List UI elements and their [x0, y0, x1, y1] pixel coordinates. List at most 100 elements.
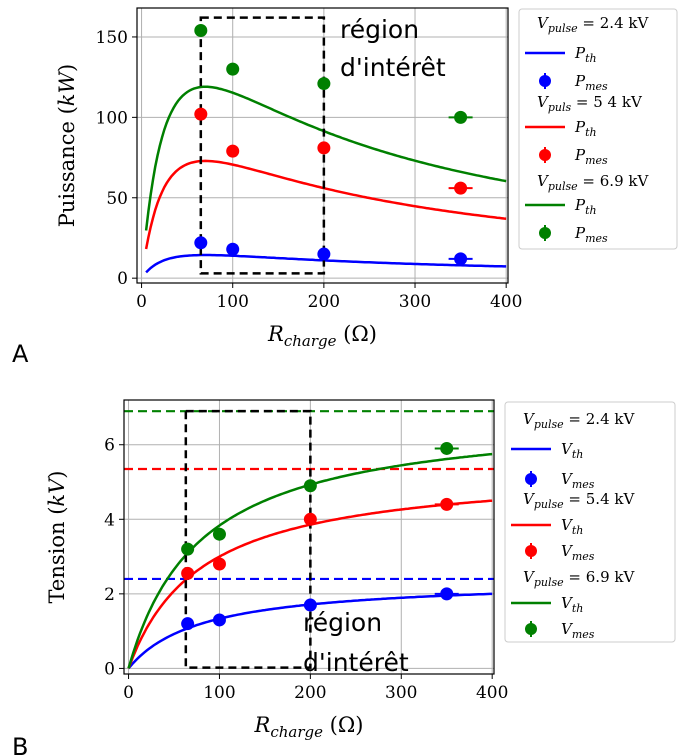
- legend-label-sub: mes: [572, 478, 595, 491]
- theory-curve: [145, 253, 507, 274]
- legend-title-sub: puls: [548, 101, 572, 114]
- annotation-line-1: région: [303, 608, 382, 637]
- plot-content: [144, 16, 507, 275]
- legend-title-main: V: [537, 172, 550, 190]
- y-axis-label-main: Puissance (: [55, 106, 79, 227]
- legend-label-main: V: [561, 594, 574, 612]
- x-axis-label-main: R: [267, 322, 284, 346]
- legend-label-measured: Vmes: [561, 620, 595, 641]
- panel-label: A: [12, 340, 29, 368]
- legend-title: Vpulse = 5.4 kV: [523, 490, 635, 511]
- legend-label-sub: mes: [572, 550, 595, 563]
- annotation-line-1: région: [340, 15, 419, 44]
- x-tick-label: 0: [123, 683, 134, 703]
- legend-label-main: V: [561, 470, 574, 488]
- axes-frame: [123, 399, 495, 675]
- legend-label-sub: th: [572, 524, 584, 537]
- y-tick-label: 150: [96, 28, 128, 48]
- y-axis-label-unit: kW: [55, 70, 79, 107]
- annotation-line-2: d'intérêt: [303, 648, 409, 677]
- legend-title-rest: = 6.9 kV: [564, 568, 636, 586]
- data-point: [454, 252, 468, 266]
- x-axis-label-unit: (Ω): [336, 322, 376, 346]
- axes-frame: [136, 7, 509, 284]
- y-tick-label: 4: [104, 510, 115, 530]
- legend-marker-swatch: [539, 75, 551, 87]
- x-tick-label: 300: [385, 683, 417, 703]
- legend-marker-swatch: [525, 623, 537, 635]
- legend-marker-swatch: [539, 227, 551, 239]
- data-point: [194, 236, 208, 250]
- y-axis-label-close: ): [45, 471, 69, 479]
- legend-label-theory: Vth: [561, 594, 583, 615]
- legend-title-sub: pulse: [548, 22, 578, 35]
- chart-A: 0 100 200 300 400 0 50 100 150 Rcharge (Ω) Puissan…: [12, 7, 678, 368]
- legend-title-sub: pulse: [534, 576, 564, 589]
- legend-label-measured: Pmes: [574, 224, 608, 245]
- legend-title: Vpuls = 5 4 kV: [537, 93, 643, 114]
- data-point: [181, 566, 195, 580]
- data-point: [303, 512, 317, 526]
- legend-label-sub: th: [585, 204, 597, 217]
- legend-label-sub: th: [572, 448, 584, 461]
- legend-title-sub: pulse: [548, 180, 578, 193]
- legend-title-rest: = 6.9 kV: [578, 172, 650, 190]
- theory-curve: [144, 85, 507, 231]
- legend-label-sub: th: [572, 602, 584, 615]
- legend-title-main: V: [523, 410, 536, 428]
- data-point: [181, 617, 195, 631]
- data-point: [212, 527, 226, 541]
- x-tick-label: 300: [399, 292, 431, 312]
- data-point: [194, 24, 208, 38]
- legend-label-measured: Pmes: [574, 146, 608, 167]
- data-point: [212, 557, 226, 571]
- x-axis-label-unit: (Ω): [323, 713, 363, 737]
- legend-label-main: P: [574, 44, 586, 62]
- data-point: [194, 107, 208, 121]
- data-point: [226, 62, 240, 76]
- legend-title-rest: = 5.4 kV: [564, 490, 636, 508]
- x-tick-label: 200: [308, 292, 340, 312]
- data-point: [226, 242, 240, 256]
- y-axis-label: Tension (kV): [45, 471, 69, 604]
- x-axis-label: Rcharge (Ω): [267, 322, 377, 350]
- legend-title-rest: = 5 4 kV: [571, 93, 643, 111]
- legend-title-main: V: [537, 93, 550, 111]
- y-tick-label: 6: [104, 436, 115, 456]
- x-axis-label-sub: charge: [284, 332, 337, 350]
- legend-label-sub: th: [585, 126, 597, 139]
- legend-label-main: P: [574, 72, 586, 90]
- legend-marker-swatch: [525, 473, 537, 485]
- legend-marker-swatch: [525, 545, 537, 557]
- data-point: [317, 77, 331, 91]
- legend-label-main: P: [574, 224, 586, 242]
- legend-label-sub: mes: [585, 80, 608, 93]
- legend-label-measured: Pmes: [574, 72, 608, 93]
- y-tick-label: 100: [96, 108, 128, 128]
- legend-title: Vpulse = 2.4 kV: [523, 410, 635, 431]
- legend-label-sub: th: [585, 52, 597, 65]
- x-tick-label: 200: [294, 683, 326, 703]
- data-point: [303, 598, 317, 612]
- legend-title: Vpulse = 2.4 kV: [537, 14, 649, 35]
- x-axis-label-sub: charge: [270, 723, 323, 741]
- legend-label-measured: Vmes: [561, 470, 595, 491]
- y-axis-label-close: ): [55, 64, 79, 72]
- legend-label-main: P: [574, 118, 586, 136]
- panel-label: B: [12, 733, 28, 755]
- legend-box: [504, 401, 676, 643]
- data-point: [212, 613, 226, 627]
- legend-title: Vpulse = 6.9 kV: [523, 568, 635, 589]
- y-axis-label: Puissance (kW): [55, 64, 79, 228]
- y-axis-label-main: Tension (: [45, 507, 69, 604]
- data-point: [226, 144, 240, 158]
- y-tick-label: 0: [104, 659, 115, 679]
- y-tick-label: 0: [117, 269, 128, 289]
- data-point: [317, 247, 331, 261]
- legend-title-rest: = 2.4 kV: [578, 14, 650, 32]
- plot-content: [124, 409, 494, 670]
- legend-label-main: P: [574, 146, 586, 164]
- data-point: [440, 587, 454, 601]
- legend-title: Vpulse = 6.9 kV: [537, 172, 649, 193]
